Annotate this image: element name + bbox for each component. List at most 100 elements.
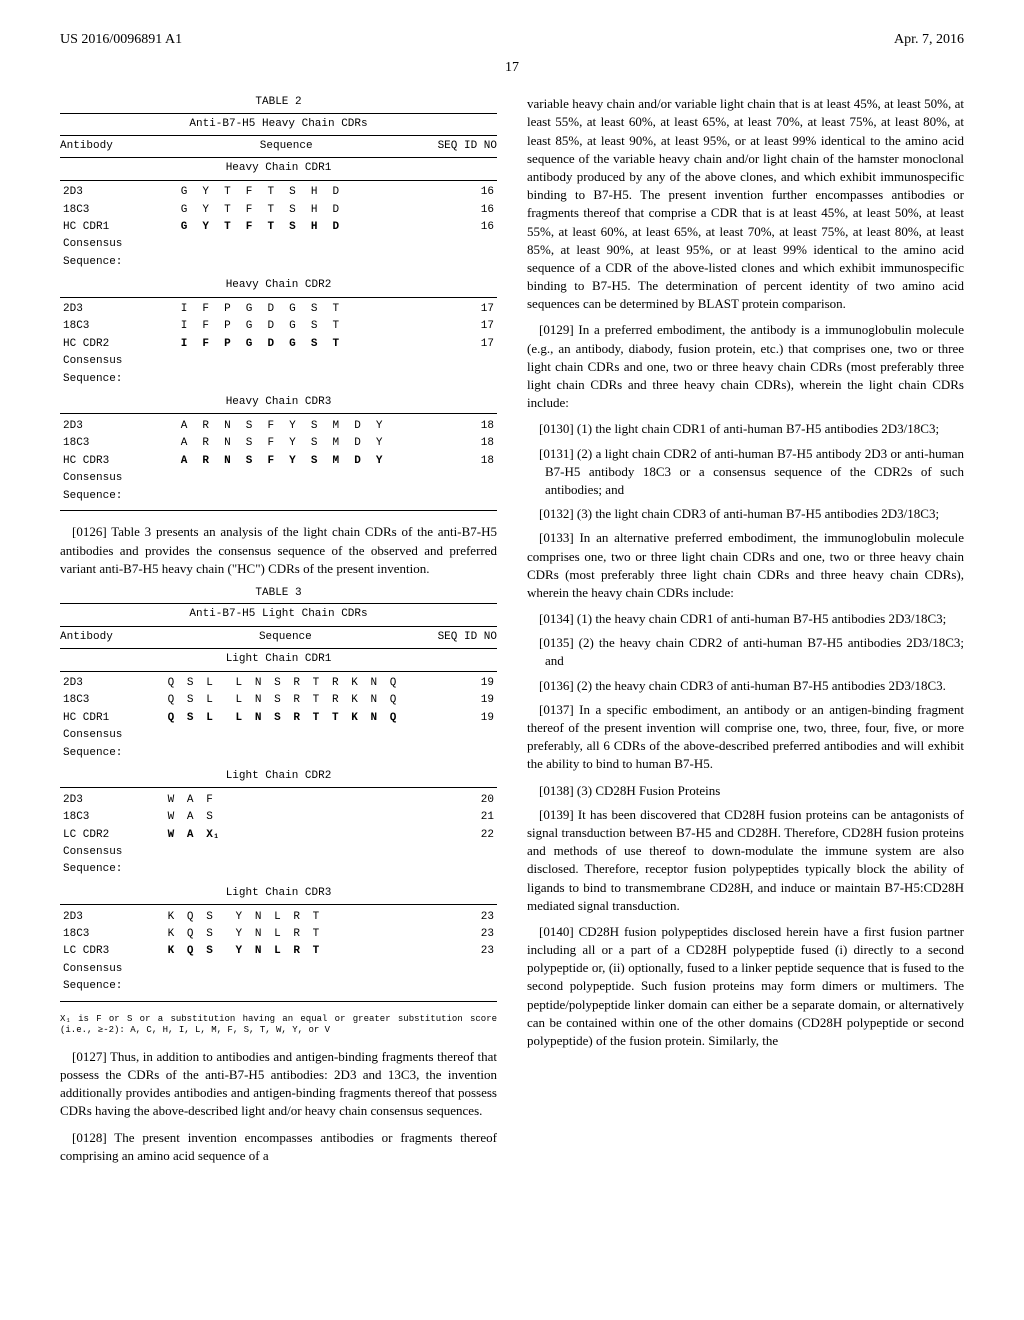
- seq-residue: T: [330, 336, 352, 353]
- seq-residue: A: [184, 809, 203, 826]
- col-antibody: Antibody: [60, 626, 165, 648]
- seq-residue: L: [203, 692, 232, 709]
- seq-residue: [348, 861, 367, 878]
- seq-residue: A: [184, 827, 203, 844]
- seq-residue: D: [351, 453, 373, 470]
- seq-residue: G: [286, 318, 308, 335]
- seq-residue: S: [308, 418, 330, 435]
- right-column: variable heavy chain and/or variable lig…: [527, 95, 964, 1173]
- seq-residue: [286, 236, 308, 253]
- seq-id: 23: [406, 926, 497, 943]
- seq-residue: R: [199, 453, 221, 470]
- seq-residue: [184, 978, 203, 995]
- seq-residue: [387, 844, 406, 861]
- seq-residue: [286, 254, 308, 271]
- seq-residue: [310, 844, 329, 861]
- seq-residue: [286, 371, 308, 388]
- seq-residue: F: [199, 336, 221, 353]
- seq-residue: R: [290, 710, 309, 727]
- seq-residue: N: [221, 418, 243, 435]
- page-number: 17: [60, 58, 964, 78]
- seq-residue: N: [252, 710, 271, 727]
- seq-residue: [351, 336, 373, 353]
- seq-residue: [387, 909, 406, 926]
- seq-residue: [290, 961, 309, 978]
- seq-residue: [243, 254, 265, 271]
- seq-residue: P: [221, 301, 243, 318]
- seq-residue: [351, 470, 373, 487]
- row-label: Consensus: [60, 961, 165, 978]
- seq-residue: [264, 371, 286, 388]
- seq-residue: [233, 827, 252, 844]
- seq-residue: S: [308, 301, 330, 318]
- seq-residue: [233, 792, 252, 809]
- seq-residue: [252, 745, 271, 762]
- section-header: Light Chain CDR3: [60, 883, 497, 905]
- row-label: Consensus: [60, 353, 178, 370]
- seq-residue: [308, 254, 330, 271]
- seq-residue: P: [221, 336, 243, 353]
- seq-residue: [203, 727, 232, 744]
- seq-residue: [286, 353, 308, 370]
- seq-residue: L: [203, 675, 232, 692]
- two-column-content: TABLE 2 Anti-B7-H5 Heavy Chain CDRsAntib…: [60, 95, 964, 1173]
- seq-residue: [243, 236, 265, 253]
- seq-residue: [329, 943, 348, 960]
- seq-residue: [308, 470, 330, 487]
- seq-residue: [184, 727, 203, 744]
- seq-residue: F: [199, 301, 221, 318]
- seq-residue: L: [271, 909, 290, 926]
- para-0130: [0130] (1) the light chain CDR1 of anti-…: [545, 420, 964, 438]
- seq-residue: [330, 254, 352, 271]
- col-sequence: Sequence: [165, 626, 406, 648]
- para-0135: [0135] (2) the heavy chain CDR2 of anti-…: [545, 634, 964, 670]
- seq-id: 18: [395, 453, 497, 470]
- seq-residue: Y: [373, 453, 395, 470]
- seq-residue: Y: [199, 219, 221, 236]
- seq-residue: Y: [199, 184, 221, 201]
- seq-residue: [330, 371, 352, 388]
- seq-residue: [252, 961, 271, 978]
- seq-residue: [271, 827, 290, 844]
- seq-id: [406, 961, 497, 978]
- seq-residue: [233, 961, 252, 978]
- seq-residue: [165, 745, 184, 762]
- seq-residue: [178, 488, 200, 505]
- seq-residue: [330, 470, 352, 487]
- seq-id: 23: [406, 943, 497, 960]
- seq-residue: Q: [184, 926, 203, 943]
- seq-residue: T: [330, 301, 352, 318]
- seq-residue: [387, 943, 406, 960]
- seq-residue: F: [264, 435, 286, 452]
- seq-residue: F: [264, 453, 286, 470]
- seq-residue: [199, 353, 221, 370]
- para-0138: [0138] (3) CD28H Fusion Proteins: [527, 782, 964, 800]
- seq-residue: D: [351, 418, 373, 435]
- section-header: Light Chain CDR2: [60, 766, 497, 788]
- seq-residue: [330, 236, 352, 253]
- seq-residue: T: [264, 184, 286, 201]
- seq-residue: [271, 809, 290, 826]
- row-label: 2D3: [60, 675, 165, 692]
- seq-residue: [351, 371, 373, 388]
- seq-residue: [199, 488, 221, 505]
- row-label: HC CDR1: [60, 219, 178, 236]
- seq-residue: S: [243, 418, 265, 435]
- seq-residue: K: [348, 692, 367, 709]
- seq-residue: [286, 488, 308, 505]
- seq-residue: [348, 792, 367, 809]
- seq-residue: T: [310, 710, 329, 727]
- seq-residue: [368, 727, 387, 744]
- seq-id: [406, 861, 497, 878]
- seq-residue: A: [184, 792, 203, 809]
- seq-residue: Y: [233, 926, 252, 943]
- seq-residue: S: [203, 909, 232, 926]
- row-label: Sequence:: [60, 861, 165, 878]
- seq-residue: R: [290, 909, 309, 926]
- seq-residue: [373, 219, 395, 236]
- table-title: Anti-B7-H5 Light Chain CDRs: [60, 604, 497, 626]
- seq-residue: [243, 353, 265, 370]
- seq-residue: M: [330, 418, 352, 435]
- seq-residue: D: [330, 202, 352, 219]
- seq-residue: F: [243, 202, 265, 219]
